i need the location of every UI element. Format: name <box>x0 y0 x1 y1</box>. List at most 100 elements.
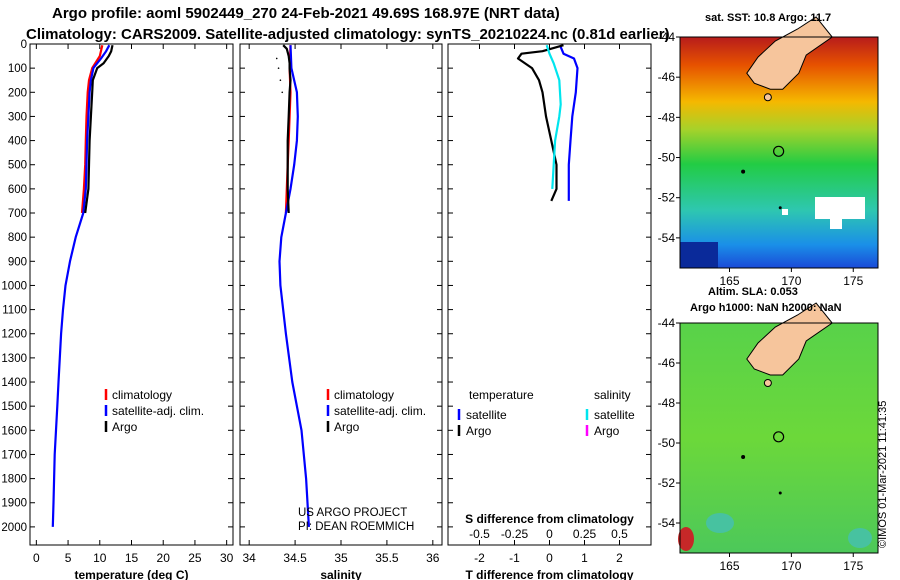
annotation-text: PI: DEAN ROEMMICH <box>298 521 414 533</box>
lat-tick-label: -54 <box>658 231 676 245</box>
campbell-island <box>778 206 782 210</box>
x-tick-label: 30 <box>220 551 234 565</box>
x-axis-label: salinity <box>320 568 362 580</box>
chart-title-line1: Argo profile: aoml 5902449_270 24-Feb-20… <box>52 5 560 22</box>
new-zealand-land <box>746 302 833 376</box>
plot-frame <box>29 43 234 546</box>
series-s-satellite <box>545 44 562 189</box>
x-tick-label: 5 <box>65 551 72 565</box>
series-satellite-adj-clim- <box>51 44 111 527</box>
series-t-satellite <box>558 44 579 201</box>
legend-heading: temperature <box>469 388 534 402</box>
dotted-trace-point <box>279 79 282 82</box>
lat-tick-label: -54 <box>658 516 676 530</box>
y-tick-label: 1600 <box>1 425 27 437</box>
lat-tick-label: -50 <box>658 436 676 450</box>
x-tick-label: 10 <box>93 551 107 565</box>
y-tick-label: 1300 <box>1 353 27 365</box>
x-tick-label: 0 <box>546 551 553 565</box>
argo-float-marker <box>773 431 785 443</box>
cold-patch <box>680 242 718 268</box>
lat-tick-label: -48 <box>658 396 676 410</box>
legend-label: satellite-adj. clim. <box>334 404 426 418</box>
y-tick-label: 2000 <box>1 522 27 534</box>
argo-float-marker <box>773 145 785 157</box>
x-tick-label: 35.5 <box>375 551 399 565</box>
y-tick-label: 1700 <box>1 449 27 461</box>
y-tick-label: 600 <box>8 184 27 196</box>
series-t-argo <box>516 44 564 202</box>
lat-tick-label: -50 <box>658 151 676 165</box>
x-tick-label: 36 <box>426 551 440 565</box>
stewart-island <box>763 93 772 102</box>
x-tick-label: 25 <box>188 551 202 565</box>
lon-tick-label: 165 <box>719 559 739 573</box>
imos-watermark: ©IMOS 01-Mar-2021 11:41:35 <box>877 400 889 548</box>
y-tick-label: 1100 <box>2 305 27 317</box>
auckland-islands <box>741 169 746 174</box>
panel-salinity: 34 34.5 35 35.5 36 salinity climatology satelli… <box>239 43 443 580</box>
lat-tick-label: -46 <box>658 356 676 370</box>
dotted-trace-point <box>275 57 278 60</box>
x-tick-label: 20 <box>157 551 171 565</box>
cloud-mask <box>782 209 788 215</box>
panel-temperature: 0100200300400500600700800900100011001200… <box>1 39 233 580</box>
series-climatology <box>80 44 104 214</box>
y-tick-label: 300 <box>8 111 27 123</box>
chart-title-line2: Climatology: CARS2009. Satellite-adjuste… <box>26 26 670 43</box>
lat-tick-label: -44 <box>658 30 676 44</box>
panel-difference: -2 -1 0 1 2 T difference from climatology -0.5… <box>447 43 652 580</box>
map-top: -44 -46 -48 -50 -52 -54 165 170 175 <box>658 16 879 288</box>
plot-frame <box>239 43 443 546</box>
x2-tick-label: 0 <box>546 527 553 541</box>
legend-label: Argo <box>466 424 492 438</box>
new-zealand-land <box>746 16 833 90</box>
y-tick-label: 900 <box>8 256 27 268</box>
x2-tick-label: -0.25 <box>501 527 529 541</box>
lon-tick-label: 170 <box>781 274 801 288</box>
x2-axis-label: S difference from climatology <box>465 512 634 526</box>
map-frame <box>679 322 879 554</box>
lat-tick-label: -52 <box>658 476 676 490</box>
x-tick-label: 1 <box>581 551 588 565</box>
y-tick-label: 400 <box>8 136 27 148</box>
x-tick-label: 35 <box>334 551 348 565</box>
lon-tick-label: 175 <box>843 559 863 573</box>
stewart-island <box>763 379 772 387</box>
lat-tick-label: -48 <box>658 110 676 124</box>
x-tick-label: 34 <box>243 551 257 565</box>
legend-label: climatology <box>334 388 394 402</box>
legend-heading: salinity <box>594 388 631 402</box>
low-sla-patch <box>706 513 734 533</box>
y-tick-label: 1400 <box>1 377 27 389</box>
cloud-mask <box>830 219 842 229</box>
y-tick-label: 100 <box>8 63 27 75</box>
legend-label: satellite <box>466 408 507 422</box>
legend-label: satellite-adj. clim. <box>112 404 204 418</box>
y-tick-label: 0 <box>21 39 27 51</box>
cloud-mask <box>815 197 865 219</box>
y-tick-label: 1200 <box>1 329 27 341</box>
map-top-title: sat. SST: 10.8 Argo: 11.7 <box>705 12 832 24</box>
x2-tick-label: 0.5 <box>611 527 628 541</box>
series-argo <box>84 44 114 214</box>
dotted-trace-point <box>277 67 280 69</box>
legend-label: Argo <box>334 420 360 434</box>
legend-label: satellite <box>594 408 635 422</box>
map-bottom-title2: Argo h1000: NaN h2000: NaN <box>690 302 842 314</box>
map-frame <box>679 36 879 269</box>
map-bottom: -44 -46 -48 -50 -52 -54 165 170 175 <box>658 302 879 573</box>
series-satellite-adj-clim- <box>278 45 310 527</box>
y-tick-label: 1000 <box>1 280 27 292</box>
x-tick-label: 0 <box>33 551 40 565</box>
x-tick-label: 2 <box>616 551 623 565</box>
dotted-trace-point <box>281 91 284 94</box>
y-tick-label: 800 <box>8 232 27 244</box>
x-axis-label: T difference from climatology <box>465 568 633 580</box>
y-tick-label: 500 <box>8 160 27 172</box>
y-tick-label: 1500 <box>1 401 27 413</box>
lon-tick-label: 165 <box>719 274 739 288</box>
map-bottom-title1: Altim. SLA: 0.053 <box>708 286 798 298</box>
y-tick-label: 200 <box>8 87 27 99</box>
